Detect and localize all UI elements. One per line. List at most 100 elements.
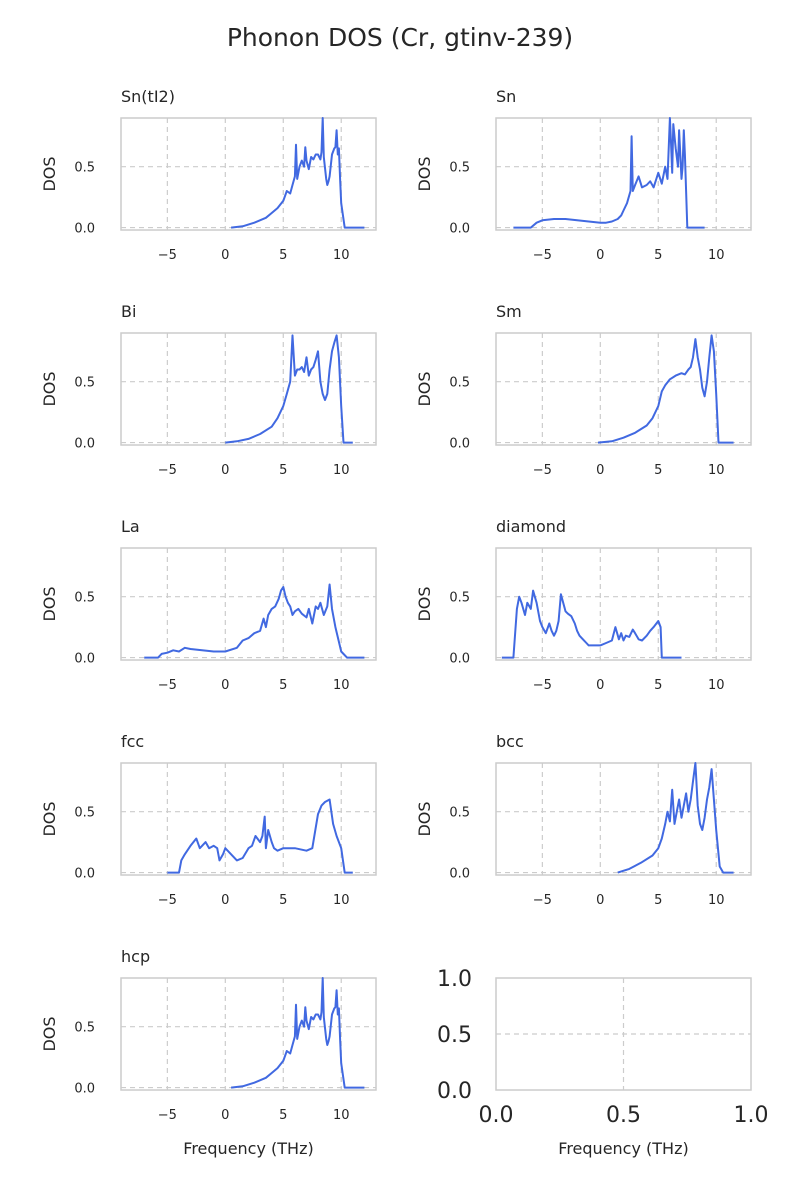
- y-axis-label: DOS: [40, 1016, 59, 1051]
- y-axis-label: DOS: [415, 371, 434, 406]
- y-axis-label: DOS: [415, 156, 434, 191]
- y-tick-label: 0.5: [449, 591, 470, 606]
- x-tick-label: 0: [221, 248, 229, 263]
- y-axis-label: DOS: [40, 371, 59, 406]
- x-tick-label: 5: [654, 678, 662, 693]
- y-tick-label: 0.5: [437, 1023, 472, 1048]
- y-axis-label: DOS: [40, 801, 59, 836]
- dos-line: [597, 334, 734, 444]
- subplot-title: bcc: [496, 732, 524, 751]
- x-tick-label: 0.5: [606, 1103, 641, 1128]
- x-tick-label: 5: [279, 678, 287, 693]
- y-tick-label: 0.0: [449, 652, 470, 667]
- axes-frame: [120, 117, 377, 231]
- y-axis-label: DOS: [40, 156, 59, 191]
- subplot-7: −5 0 5 10 0.0 0.5 bcc DOS: [415, 732, 752, 908]
- x-tick-label: 1.0: [734, 1103, 769, 1128]
- x-tick-label: 0: [596, 678, 604, 693]
- subplot-3: −5 0 5 10 0.0 0.5 Sm DOS: [415, 302, 752, 478]
- subplot-title: fcc: [121, 732, 144, 751]
- axes-frame: [120, 977, 377, 1091]
- dos-line: [501, 589, 682, 659]
- x-tick-label: −5: [158, 893, 177, 908]
- x-tick-label: −5: [158, 463, 177, 478]
- x-tick-label: 5: [279, 463, 287, 478]
- subplot-title: diamond: [496, 517, 566, 536]
- subplot-0: −5 0 5 10 0.0 0.5 Sn(tI2) DOS: [40, 87, 377, 263]
- y-tick-label: 0.0: [449, 437, 470, 452]
- subplot-title: Sn(tI2): [121, 87, 175, 106]
- subplot-1: −5 0 5 10 0.0 0.5 Sn DOS: [415, 87, 752, 263]
- x-tick-label: 0.0: [479, 1103, 514, 1128]
- dos-line: [230, 117, 365, 229]
- y-tick-label: 0.0: [74, 652, 95, 667]
- x-tick-label: 5: [279, 893, 287, 908]
- y-axis-label: DOS: [415, 801, 434, 836]
- x-tick-label: 10: [333, 248, 350, 263]
- x-tick-label: −5: [533, 678, 552, 693]
- axes-frame: [495, 977, 752, 1091]
- subplot-4: −5 0 5 10 0.0 0.5 La DOS: [40, 517, 377, 693]
- y-axis-label: DOS: [40, 586, 59, 621]
- subplot-6: −5 0 5 10 0.0 0.5 fcc DOS: [40, 732, 377, 908]
- x-tick-label: −5: [158, 1108, 177, 1123]
- x-tick-label: 10: [333, 678, 350, 693]
- subplot-title: Bi: [121, 302, 136, 321]
- y-tick-label: 0.0: [437, 1079, 472, 1104]
- axes-frame: [120, 762, 377, 876]
- y-tick-label: 0.0: [449, 867, 470, 882]
- y-tick-label: 0.5: [74, 1021, 95, 1036]
- subplot-title: La: [121, 517, 140, 536]
- subplot-9: 0.0 0.5 1.0 0.0 0.5 1.0 Frequency (THz): [437, 967, 769, 1158]
- y-tick-label: 0.5: [449, 376, 470, 391]
- dos-line: [617, 762, 734, 874]
- y-tick-label: 0.5: [74, 376, 95, 391]
- x-axis-label: Frequency (THz): [558, 1139, 688, 1158]
- y-tick-label: 0.5: [449, 806, 470, 821]
- x-tick-label: 0: [596, 463, 604, 478]
- y-tick-label: 0.5: [449, 161, 470, 176]
- x-tick-label: −5: [533, 248, 552, 263]
- x-tick-label: −5: [533, 893, 552, 908]
- dos-line: [225, 334, 353, 444]
- x-tick-label: 5: [279, 1108, 287, 1123]
- axes-frame: [120, 547, 377, 661]
- subplot-5: −5 0 5 10 0.0 0.5 diamond DOS: [415, 517, 752, 693]
- x-tick-label: 10: [708, 893, 725, 908]
- y-axis-label: DOS: [415, 586, 434, 621]
- y-tick-label: 0.0: [74, 222, 95, 237]
- y-tick-label: 0.5: [74, 161, 95, 176]
- axes-frame: [495, 332, 752, 446]
- x-tick-label: −5: [158, 248, 177, 263]
- subplot-2: −5 0 5 10 0.0 0.5 Bi DOS: [40, 302, 377, 478]
- x-tick-label: 10: [708, 463, 725, 478]
- x-tick-label: 10: [708, 678, 725, 693]
- x-tick-label: 10: [708, 248, 725, 263]
- dos-line: [230, 977, 365, 1089]
- x-tick-label: 10: [333, 1108, 350, 1123]
- axes-frame: [495, 547, 752, 661]
- x-tick-label: 0: [221, 463, 229, 478]
- y-tick-label: 0.5: [74, 591, 95, 606]
- y-tick-label: 1.0: [437, 967, 472, 992]
- y-tick-label: 0.0: [74, 867, 95, 882]
- y-tick-label: 0.0: [74, 1082, 95, 1097]
- x-tick-label: 0: [221, 678, 229, 693]
- x-tick-label: −5: [533, 463, 552, 478]
- axes-frame: [495, 762, 752, 876]
- subplot-8: −5 0 5 10 0.0 0.5 hcp DOS Frequency (THz): [40, 947, 377, 1158]
- x-tick-label: 10: [333, 893, 350, 908]
- y-tick-label: 0.5: [74, 806, 95, 821]
- x-tick-label: 5: [654, 463, 662, 478]
- y-tick-label: 0.0: [449, 222, 470, 237]
- x-tick-label: 0: [221, 893, 229, 908]
- x-tick-label: 5: [654, 248, 662, 263]
- dos-line: [513, 117, 705, 229]
- y-tick-label: 0.0: [74, 437, 95, 452]
- dos-line: [167, 798, 353, 874]
- subplot-title: Sn: [496, 87, 516, 106]
- x-tick-label: −5: [158, 678, 177, 693]
- axes-frame: [120, 332, 377, 446]
- subplot-title: hcp: [121, 947, 150, 966]
